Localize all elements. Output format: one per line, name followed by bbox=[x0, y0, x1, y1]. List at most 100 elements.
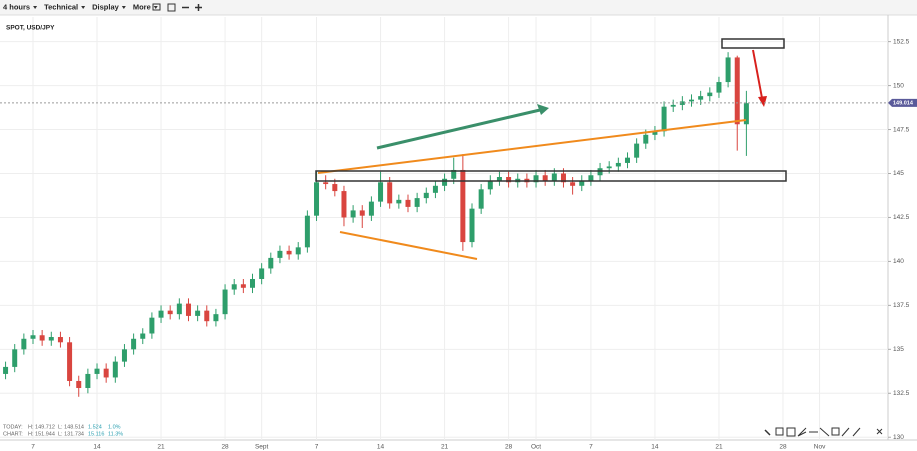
last-price-label: 149.014 bbox=[893, 101, 914, 107]
candle-body bbox=[67, 342, 73, 381]
candle-body bbox=[167, 310, 173, 315]
candle-body bbox=[615, 162, 621, 167]
candle-body bbox=[478, 189, 484, 209]
candle-body bbox=[634, 143, 640, 158]
candle-body bbox=[405, 199, 411, 207]
candle-body bbox=[323, 182, 329, 185]
candle-body bbox=[378, 182, 384, 202]
candle-body bbox=[652, 131, 658, 135]
candle-body bbox=[643, 134, 649, 144]
candle-body bbox=[414, 198, 420, 207]
tool-icon[interactable] bbox=[841, 427, 850, 437]
chart-title: SPOT, USD/JPY bbox=[6, 25, 55, 32]
candle-body bbox=[121, 349, 127, 362]
candle-body bbox=[39, 335, 45, 341]
candle-body bbox=[368, 201, 374, 216]
grid bbox=[0, 17, 891, 440]
tool-icon[interactable] bbox=[797, 427, 807, 437]
x-tick-label: 28 bbox=[505, 444, 513, 451]
candle-body bbox=[21, 338, 27, 350]
candle-body bbox=[286, 250, 292, 255]
candle-body bbox=[112, 361, 118, 378]
open-icon[interactable] bbox=[152, 3, 161, 11]
x-tick-label: 21 bbox=[157, 444, 165, 451]
candle-body bbox=[579, 180, 585, 186]
menu-caret bbox=[81, 6, 86, 9]
candle-body bbox=[314, 182, 320, 216]
menu-caret bbox=[33, 6, 38, 9]
tool-icon[interactable] bbox=[764, 429, 771, 436]
candle-body bbox=[451, 169, 457, 179]
candle-body bbox=[396, 199, 402, 204]
candle-body bbox=[332, 184, 338, 192]
candle-body bbox=[588, 175, 594, 181]
candle-body bbox=[240, 284, 246, 288]
trend-line bbox=[317, 119, 747, 174]
y-tick-label: 135 bbox=[893, 346, 904, 353]
candle-body bbox=[3, 366, 9, 374]
last-price-badge bbox=[888, 98, 917, 107]
candle-body bbox=[496, 177, 502, 181]
candle-body bbox=[12, 349, 18, 367]
tool-icon[interactable] bbox=[819, 427, 830, 437]
candle-body bbox=[48, 337, 54, 341]
menu[interactable]: 4 hours bbox=[3, 2, 30, 11]
menu[interactable]: Technical bbox=[44, 2, 78, 11]
menu-caret bbox=[153, 6, 158, 9]
candle-body bbox=[76, 380, 82, 389]
candle-body bbox=[725, 57, 731, 83]
drawings bbox=[315, 38, 787, 260]
toolbar-icons bbox=[152, 3, 202, 12]
candle-body bbox=[743, 103, 749, 125]
candle-body bbox=[469, 208, 475, 243]
candle-body bbox=[606, 166, 612, 169]
menu-caret bbox=[121, 6, 126, 9]
info-text: TODAY: bbox=[3, 424, 23, 430]
candle-body bbox=[560, 173, 566, 183]
tool-icon[interactable] bbox=[831, 427, 840, 436]
menu[interactable]: Display bbox=[92, 2, 120, 11]
zoom-in-icon[interactable] bbox=[195, 4, 202, 11]
candle-body bbox=[716, 82, 722, 93]
menu[interactable]: More bbox=[133, 2, 151, 11]
tool-icon[interactable] bbox=[786, 427, 796, 437]
arrow-head bbox=[758, 96, 767, 107]
candle-body bbox=[487, 180, 493, 190]
tool-icon[interactable] bbox=[876, 428, 883, 435]
y-tick-label: 140 bbox=[893, 258, 904, 265]
candle-body bbox=[94, 368, 100, 374]
candle-body bbox=[30, 335, 36, 339]
candle-body bbox=[295, 247, 301, 255]
candle-body bbox=[670, 104, 676, 107]
candle-body bbox=[304, 215, 310, 248]
toolbar bbox=[0, 0, 917, 15]
x-tick-label: 14 bbox=[377, 444, 385, 451]
candle-body bbox=[698, 96, 704, 100]
x-tick-label: 28 bbox=[779, 444, 787, 451]
tool-icon[interactable] bbox=[775, 427, 784, 436]
x-tick-label: 28 bbox=[221, 444, 229, 451]
tool-icon[interactable] bbox=[852, 427, 861, 437]
save-icon[interactable] bbox=[167, 3, 176, 12]
candle-body bbox=[432, 185, 438, 193]
info-text: H: 151.944 bbox=[28, 431, 55, 437]
candle-body bbox=[250, 278, 256, 288]
candle-body bbox=[506, 177, 512, 183]
y-tick-label: 137.5 bbox=[893, 302, 910, 309]
candle-body bbox=[442, 178, 448, 186]
x-tick-label: 21 bbox=[441, 444, 449, 451]
y-tick-label: 142.5 bbox=[893, 214, 910, 221]
menus: 4 hours Technical Display More bbox=[3, 2, 158, 11]
candle-body bbox=[551, 173, 557, 181]
candle-body bbox=[231, 284, 237, 290]
candle-body bbox=[542, 175, 548, 181]
x-tick-label: Oct bbox=[531, 444, 541, 451]
candle-body bbox=[277, 250, 283, 258]
candle-body bbox=[359, 210, 365, 216]
x-tick-label: 14 bbox=[651, 444, 659, 451]
candle-body bbox=[624, 157, 630, 163]
y-tick-label: 130 bbox=[893, 434, 904, 441]
candle-body bbox=[213, 314, 219, 322]
candle-body bbox=[149, 317, 155, 334]
